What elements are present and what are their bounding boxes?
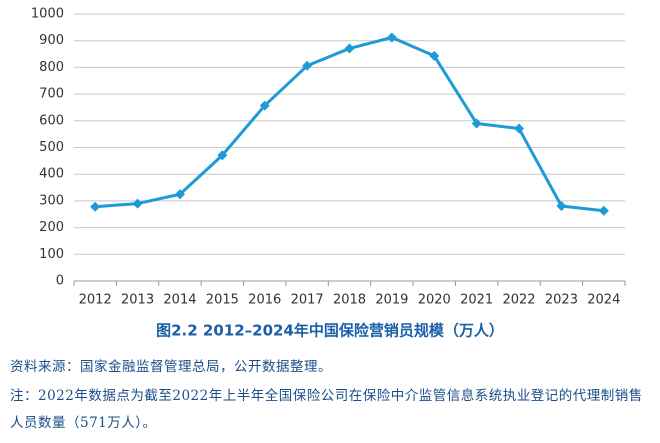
y-tick-label: 600 (39, 113, 64, 128)
marker (514, 123, 525, 134)
line (95, 35, 604, 213)
source: 资料来源：国家金融监督管理总局，公开数据整理。 (10, 359, 332, 375)
x-tick-label: 2015 (206, 293, 239, 308)
x-tick-label: 2024 (587, 293, 620, 308)
y-tick-label: 0 (56, 274, 64, 289)
y-tick-label: 500 (39, 140, 64, 155)
x-tick-label: 2018 (333, 293, 366, 308)
note: 注：2022年数据点为截至2022年上半年全国保险公司在保险中介监管信息系统执业… (10, 388, 643, 431)
x-tick-label: 2020 (418, 293, 451, 308)
x-tick-label: 2016 (248, 293, 281, 308)
x-tick-label: 2013 (121, 293, 154, 308)
x-tick-label: 2021 (460, 293, 493, 308)
y-tick-label: 700 (39, 87, 64, 102)
marker (132, 198, 143, 209)
y-tick-label: 400 (39, 167, 64, 182)
y-tick-label: 900 (39, 33, 64, 48)
x-tick-label: 2012 (79, 293, 112, 308)
chart-title: 图2.2 2012–2024年中国保险营销员规模（万人） (156, 322, 504, 340)
marker (386, 32, 397, 43)
y-tick-label: 200 (39, 220, 64, 235)
marker (598, 205, 609, 216)
marker (259, 100, 270, 111)
x-tick-label: 2017 (291, 293, 324, 308)
marker (471, 118, 482, 129)
marker (344, 43, 355, 54)
x-tick-label: 2019 (375, 293, 408, 308)
marker (556, 200, 567, 211)
x-tick-label: 2022 (502, 293, 535, 308)
marker (302, 60, 313, 71)
y-tick-label: 300 (39, 193, 64, 208)
marker (90, 201, 101, 212)
y-tick-label: 100 (39, 247, 64, 262)
marker (217, 150, 228, 161)
x-tick-label: 2023 (545, 293, 578, 308)
y-tick-label: 1000 (31, 7, 64, 22)
marker (174, 189, 185, 200)
chart: 图2.2 2012–2024年中国保险营销员规模（万人） 0 100 200 300 4… (31, 7, 626, 340)
y-tick-label: 800 (39, 60, 64, 75)
x-tick-label: 2014 (163, 293, 196, 308)
marker (429, 50, 440, 61)
